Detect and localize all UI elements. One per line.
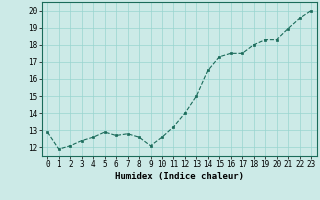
X-axis label: Humidex (Indice chaleur): Humidex (Indice chaleur) <box>115 172 244 181</box>
